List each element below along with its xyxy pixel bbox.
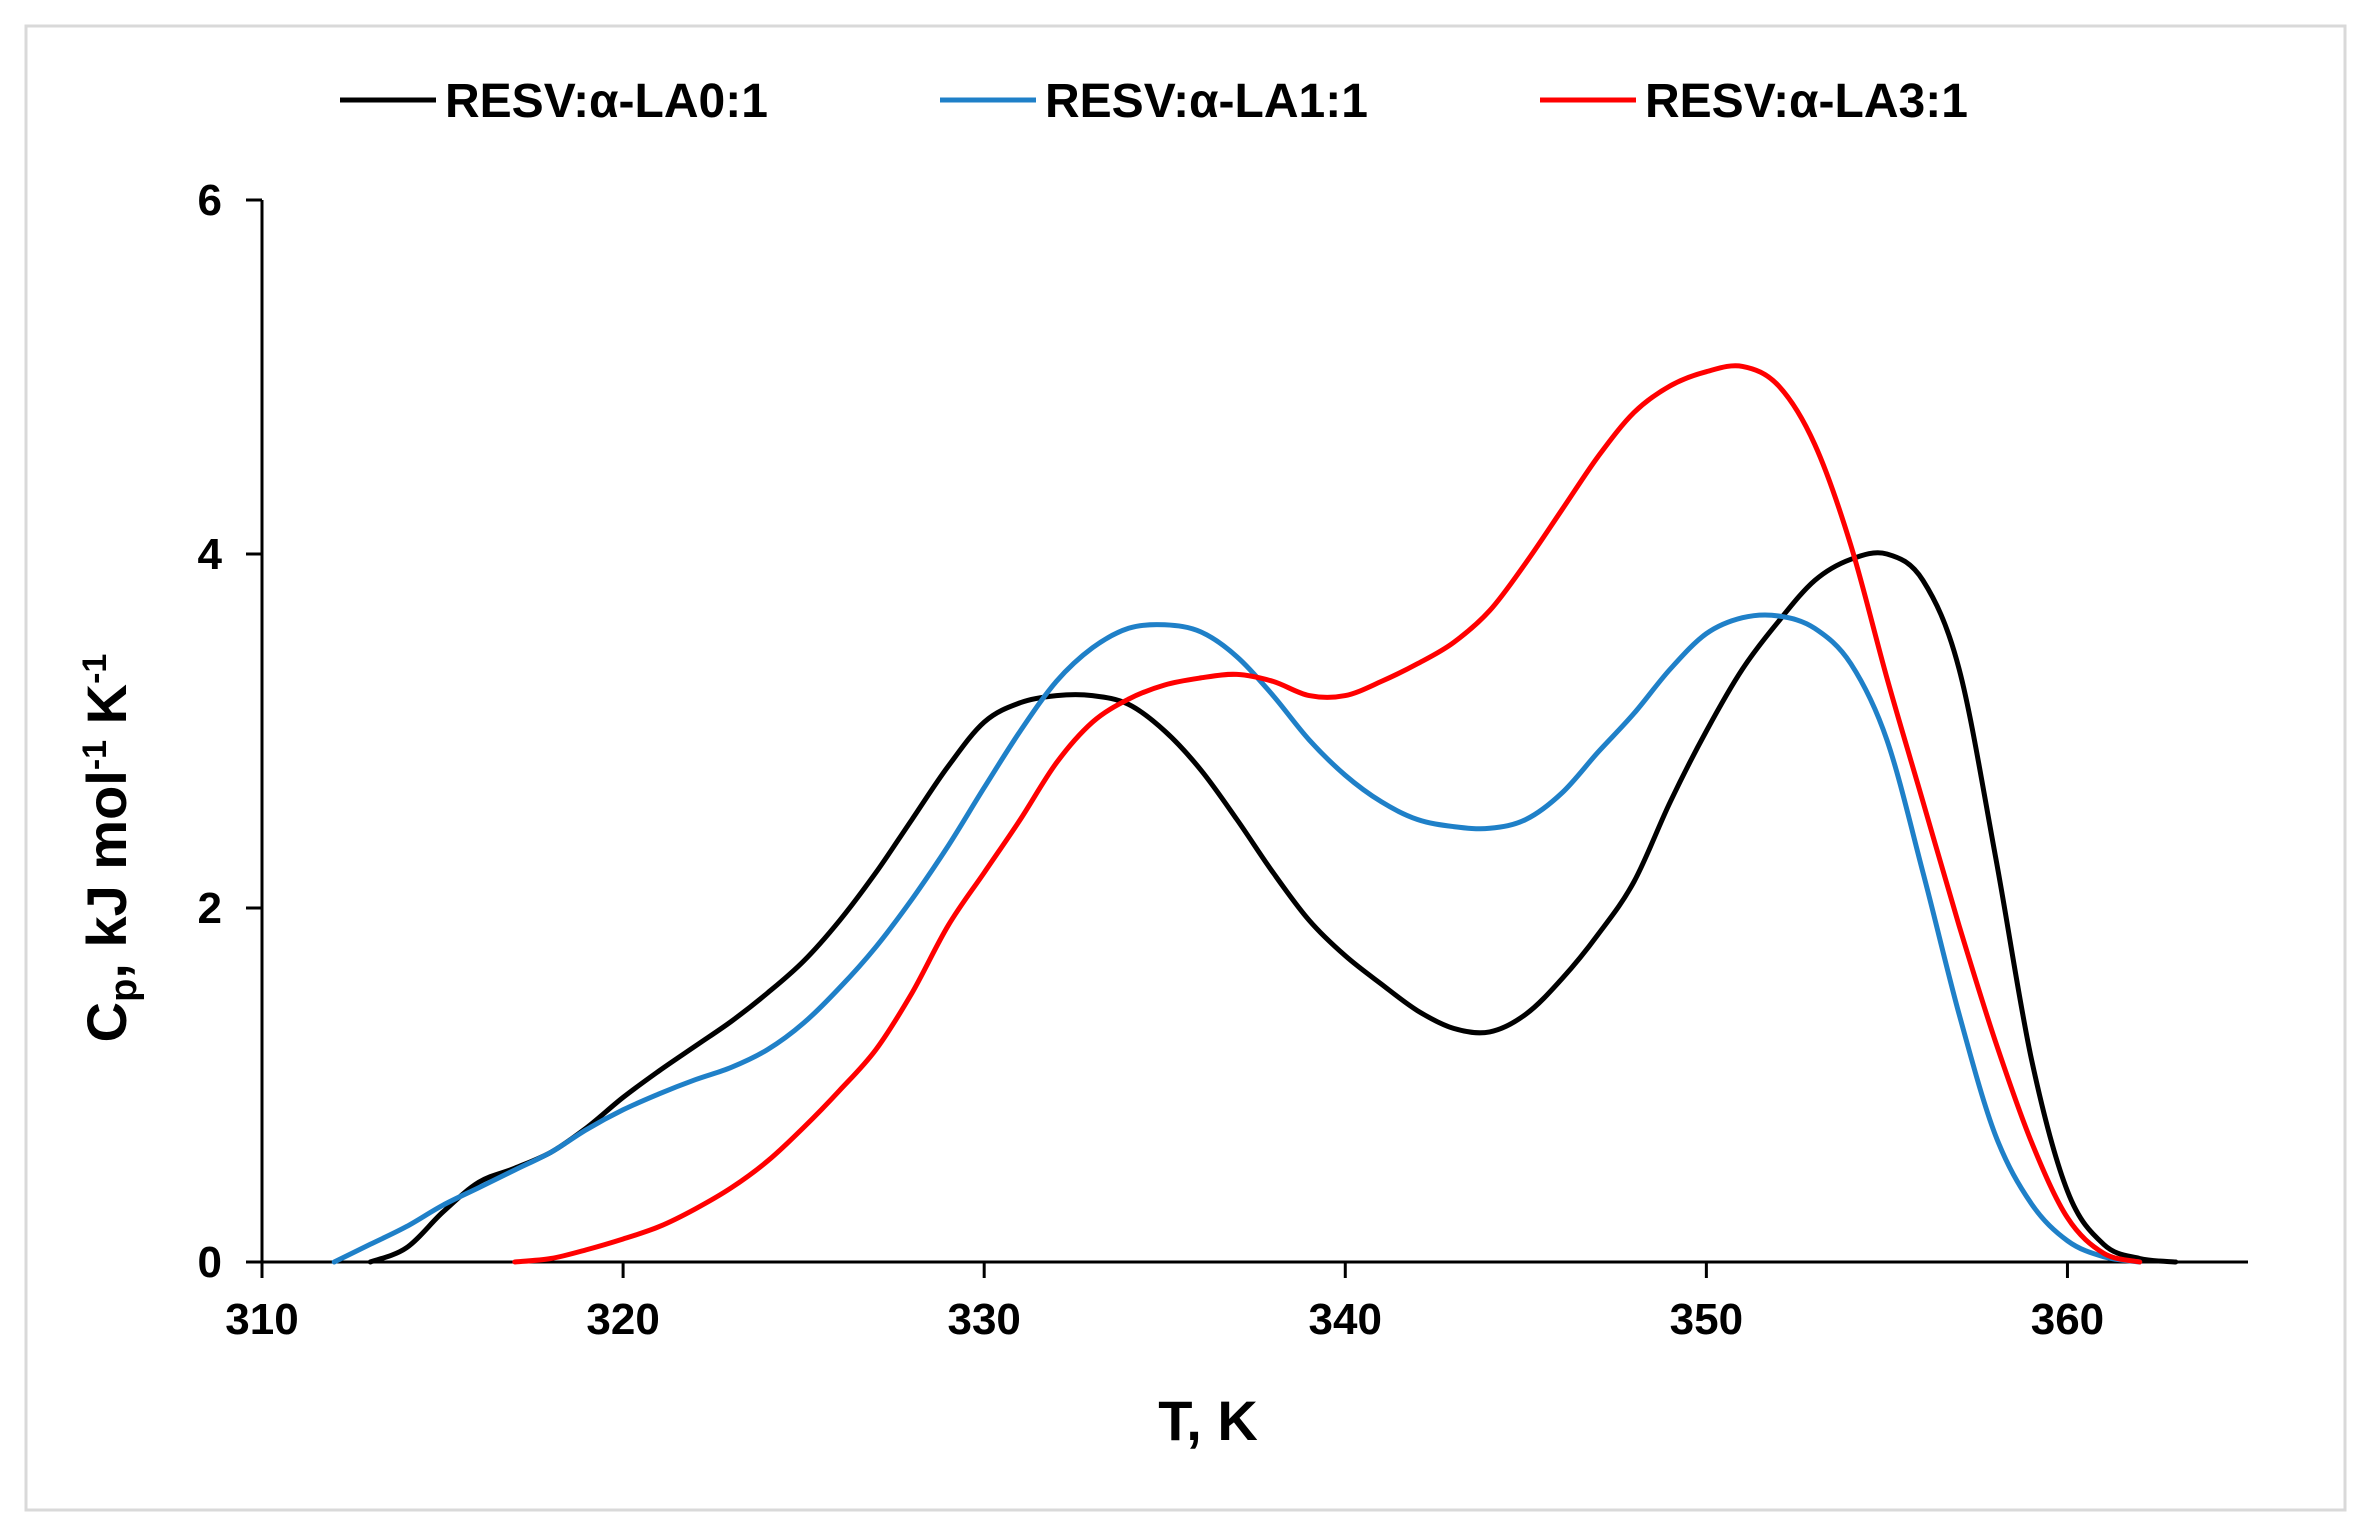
y-axis-title-unit-a: , kJ mol <box>75 770 138 979</box>
x-tick-label: 320 <box>586 1295 659 1344</box>
legend-label-1: RESV:α-LA1:1 <box>1045 75 1368 128</box>
y-tick-label: 0 <box>198 1238 222 1287</box>
series-line-2 <box>512 363 2143 1265</box>
series-line-1 <box>331 612 2143 1265</box>
x-tick-label: 350 <box>1670 1295 1743 1344</box>
x-axis-ticks: 310 320 330 340 350 360 <box>225 1262 2104 1344</box>
legend-label-0: RESV:α-LA0:1 <box>445 75 768 128</box>
y-axis-title-sup-a: -1 <box>76 740 114 770</box>
x-tick-label: 310 <box>225 1295 298 1344</box>
chart-frame <box>24 24 2347 1512</box>
y-axis-title-sup-b: -1 <box>76 654 114 684</box>
series-lines <box>331 363 2179 1265</box>
axes <box>260 200 2248 1264</box>
y-tick-label: 2 <box>198 884 222 933</box>
y-axis-ticks: 0 2 4 6 <box>198 176 262 1287</box>
x-tick-label: 340 <box>1309 1295 1382 1344</box>
x-tick-label: 330 <box>947 1295 1020 1344</box>
y-tick-label: 4 <box>198 530 223 579</box>
legend-label-2: RESV:α-LA3:1 <box>1645 75 1968 128</box>
y-tick-label: 6 <box>198 176 222 225</box>
x-axis-title: T, K <box>1158 1389 1258 1452</box>
x-tick-label: 360 <box>2031 1295 2104 1344</box>
y-axis-title-main: C <box>75 1002 138 1042</box>
legend: RESV:α-LA0:1 RESV:α-LA1:1 RESV:α-LA3:1 <box>340 75 1968 128</box>
y-axis-title: Cp, kJ mol-1 K-1 <box>75 654 145 1043</box>
series-line-0 <box>367 550 2179 1265</box>
y-axis-title-sub: p <box>103 979 145 1002</box>
y-axis-title-unit-b: K <box>75 684 138 740</box>
